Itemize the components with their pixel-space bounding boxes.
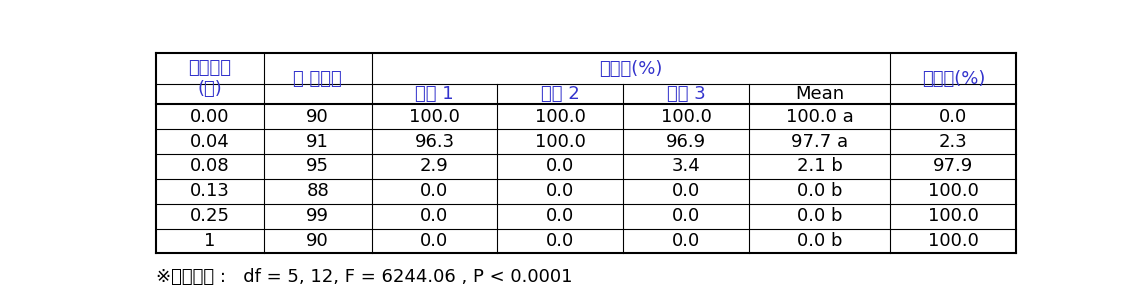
Text: 생존율(%): 생존율(%) [599, 60, 662, 78]
Text: 97.9: 97.9 [934, 158, 974, 175]
Text: 반복 1: 반복 1 [415, 85, 454, 103]
Text: 100.0: 100.0 [928, 232, 979, 250]
Text: 99: 99 [307, 207, 329, 225]
Text: 95: 95 [307, 158, 329, 175]
Text: 96.3: 96.3 [414, 132, 454, 151]
Text: 100.0: 100.0 [928, 182, 979, 200]
Text: 0.0: 0.0 [420, 232, 448, 250]
Text: 97.7 a: 97.7 a [792, 132, 849, 151]
Text: 100.0 a: 100.0 a [786, 108, 853, 126]
Text: 91: 91 [307, 132, 329, 151]
Text: 100.0: 100.0 [410, 108, 460, 126]
Text: 100.0: 100.0 [535, 108, 586, 126]
Text: 90: 90 [307, 108, 329, 126]
Text: 반복 3: 반복 3 [667, 85, 706, 103]
Text: 사망률(%): 사망률(%) [922, 70, 985, 88]
Text: 0.0: 0.0 [420, 182, 448, 200]
Text: 0.0: 0.0 [546, 182, 574, 200]
Text: 2.3: 2.3 [939, 132, 968, 151]
Text: 3.4: 3.4 [672, 158, 700, 175]
Text: 0.0 b: 0.0 b [797, 232, 842, 250]
Text: 0.08: 0.08 [190, 158, 230, 175]
Text: ※통계분석 :   df = 5, 12, F = 6244.06 , P < 0.0001: ※통계분석 : df = 5, 12, F = 6244.06 , P < 0.… [157, 268, 573, 285]
Text: 0.0: 0.0 [420, 207, 448, 225]
Text: 100.0: 100.0 [661, 108, 712, 126]
Text: 총 조사수: 총 조사수 [293, 70, 342, 88]
Text: 0.0: 0.0 [546, 207, 574, 225]
Text: 0.0: 0.0 [939, 108, 968, 126]
Text: 0.13: 0.13 [190, 182, 230, 200]
Text: 96.9: 96.9 [666, 132, 706, 151]
Text: 반복 2: 반복 2 [541, 85, 580, 103]
Text: 0.0: 0.0 [672, 182, 700, 200]
Text: 2.9: 2.9 [420, 158, 448, 175]
Text: 0.0: 0.0 [546, 158, 574, 175]
Text: 0.25: 0.25 [190, 207, 230, 225]
Text: 100.0: 100.0 [928, 207, 979, 225]
Text: 1: 1 [205, 232, 216, 250]
Text: 0.0: 0.0 [546, 232, 574, 250]
Text: 0.0 b: 0.0 b [797, 182, 842, 200]
Text: 0.0: 0.0 [672, 232, 700, 250]
Text: 90: 90 [307, 232, 329, 250]
Text: 100.0: 100.0 [535, 132, 586, 151]
Text: 0.04: 0.04 [190, 132, 230, 151]
Text: 처리시간
(일): 처리시간 (일) [189, 59, 231, 98]
Text: 0.0 b: 0.0 b [797, 207, 842, 225]
Text: 0.00: 0.00 [190, 108, 230, 126]
Text: 88: 88 [307, 182, 329, 200]
Text: Mean: Mean [795, 85, 844, 103]
Text: 0.0: 0.0 [672, 207, 700, 225]
Text: 2.1 b: 2.1 b [797, 158, 843, 175]
